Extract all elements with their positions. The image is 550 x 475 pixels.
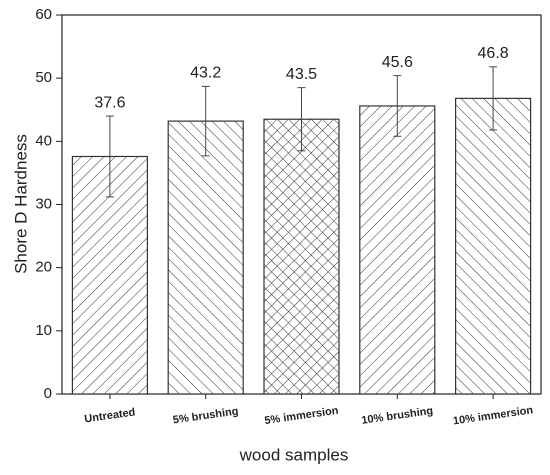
bar-hatch bbox=[168, 121, 244, 395]
value-label: 45.6 bbox=[382, 54, 413, 71]
value-label: 43.5 bbox=[286, 66, 317, 83]
y-tick-label: 40 bbox=[35, 132, 52, 149]
y-tick-label: 0 bbox=[44, 385, 52, 402]
value-label: 37.6 bbox=[94, 94, 125, 111]
y-tick-label: 10 bbox=[35, 322, 52, 339]
bar-hatch bbox=[359, 105, 435, 395]
x-tick-label: Untreated bbox=[84, 406, 137, 425]
y-axis-title: Shore D Hardness bbox=[11, 134, 30, 274]
x-tick-label: 5% brushing bbox=[172, 405, 239, 426]
bar-hatch bbox=[455, 98, 531, 394]
y-tick-label: 20 bbox=[35, 259, 52, 276]
x-tick-label: 10% immersion bbox=[452, 404, 534, 427]
x-axis-title: wood samples bbox=[239, 445, 349, 464]
y-tick-label: 30 bbox=[35, 195, 52, 212]
x-tick-label: 5% immersion bbox=[264, 405, 340, 427]
x-tick-label: 10% brushing bbox=[361, 405, 434, 427]
y-tick-label: 60 bbox=[35, 6, 52, 23]
value-label: 43.2 bbox=[190, 65, 221, 82]
value-label: 46.8 bbox=[478, 45, 509, 62]
y-tick-label: 50 bbox=[35, 69, 52, 86]
bar-hatch bbox=[264, 119, 339, 394]
